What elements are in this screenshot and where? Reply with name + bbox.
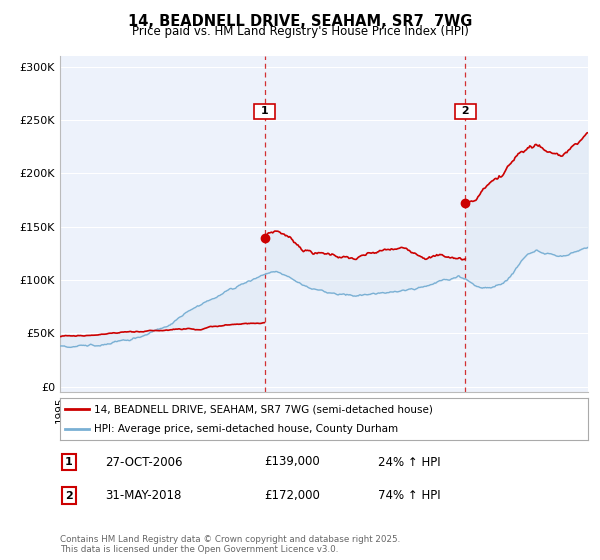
Text: Price paid vs. HM Land Registry's House Price Index (HPI): Price paid vs. HM Land Registry's House … <box>131 25 469 38</box>
Text: 14, BEADNELL DRIVE, SEAHAM, SR7 7WG (semi-detached house): 14, BEADNELL DRIVE, SEAHAM, SR7 7WG (sem… <box>94 404 433 414</box>
Text: 14, BEADNELL DRIVE, SEAHAM, SR7  7WG: 14, BEADNELL DRIVE, SEAHAM, SR7 7WG <box>128 14 472 29</box>
Text: HPI: Average price, semi-detached house, County Durham: HPI: Average price, semi-detached house,… <box>94 424 398 434</box>
Text: 2: 2 <box>458 106 473 116</box>
Text: £139,000: £139,000 <box>264 455 320 469</box>
Text: 24% ↑ HPI: 24% ↑ HPI <box>378 455 440 469</box>
Text: £172,000: £172,000 <box>264 489 320 502</box>
Text: 1: 1 <box>257 106 272 116</box>
Text: 27-OCT-2006: 27-OCT-2006 <box>105 455 182 469</box>
Text: 31-MAY-2018: 31-MAY-2018 <box>105 489 181 502</box>
Text: 2: 2 <box>65 491 73 501</box>
Text: Contains HM Land Registry data © Crown copyright and database right 2025.
This d: Contains HM Land Registry data © Crown c… <box>60 535 400 554</box>
Text: 1: 1 <box>65 457 73 467</box>
Text: 74% ↑ HPI: 74% ↑ HPI <box>378 489 440 502</box>
